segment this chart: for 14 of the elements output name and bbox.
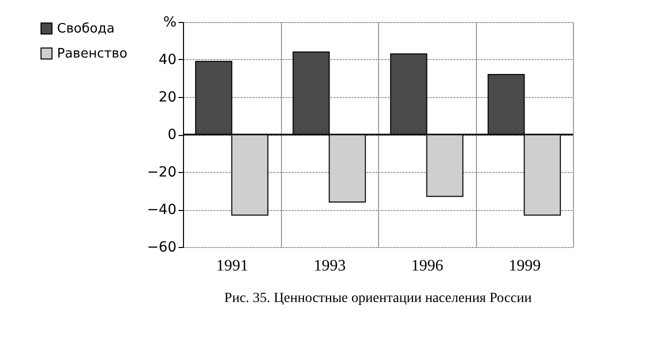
y-tick-label: −40	[146, 202, 176, 218]
text: Рис. 35. Ценностные ориентации населения России	[224, 291, 532, 306]
y-tick-label: 40	[158, 52, 176, 68]
y-tick-label: %	[163, 14, 176, 30]
y-tick-label: 20	[158, 90, 176, 106]
legend-label: Свобода	[57, 22, 115, 36]
x-tick-label: 1993	[314, 258, 346, 274]
legend-label: Равенство	[57, 46, 128, 62]
x-tick-label: 1991	[216, 258, 248, 274]
y-tick-label: 0	[168, 127, 176, 143]
x-tick-label: 1999	[508, 258, 541, 274]
x-tick-label: 1996	[411, 258, 444, 274]
y-tick-label: −20	[146, 164, 176, 180]
y-tick-label: −60	[146, 240, 176, 256]
